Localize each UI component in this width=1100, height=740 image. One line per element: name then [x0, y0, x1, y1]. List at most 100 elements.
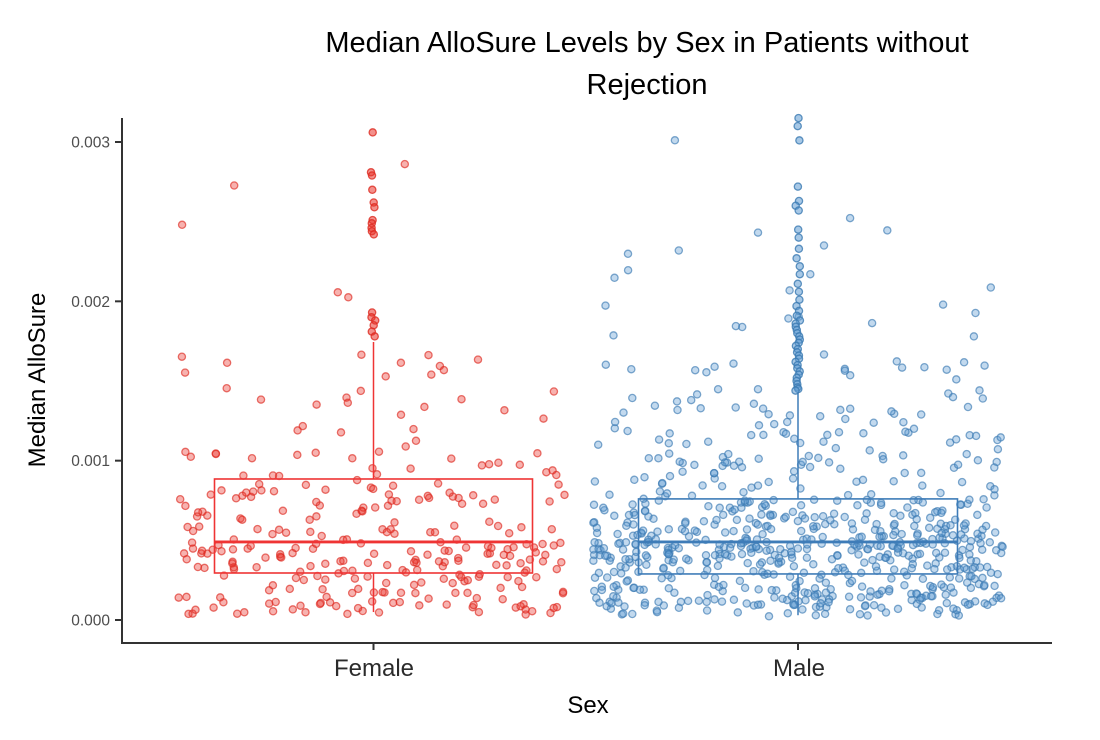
data-point [990, 491, 999, 500]
data-point [424, 594, 433, 603]
data-point [331, 601, 341, 611]
data-point [321, 575, 330, 584]
data-point [253, 524, 262, 534]
data-point [193, 508, 203, 517]
data-point [968, 564, 977, 574]
data-point [710, 595, 719, 604]
data-point [638, 526, 648, 535]
data-point [893, 544, 902, 553]
data-point [672, 397, 682, 406]
data-point [749, 399, 759, 409]
data-point [920, 362, 929, 372]
data-point [923, 561, 932, 570]
data-point [754, 421, 764, 430]
data-point [690, 526, 700, 535]
data-point [904, 551, 913, 560]
data-point [869, 600, 879, 610]
data-point [836, 464, 845, 473]
data-point [845, 404, 855, 413]
data-point [742, 525, 752, 534]
data-point [740, 496, 750, 505]
data-point [430, 528, 440, 537]
data-point [664, 439, 674, 448]
data-point [622, 577, 631, 586]
data-point [982, 503, 991, 512]
data-point [788, 474, 798, 483]
data-point [887, 407, 896, 416]
data-point [841, 414, 850, 424]
data-point [268, 581, 278, 590]
data-point [991, 546, 1001, 555]
data-point [990, 463, 999, 472]
data-point [439, 365, 449, 375]
data-point [370, 503, 380, 512]
chart-title: Median AlloSure Levels by Sex in Patient… [212, 22, 1082, 106]
data-point [254, 479, 264, 489]
data-point [897, 363, 907, 372]
data-point [829, 509, 839, 518]
data-point [674, 543, 684, 553]
data-point [931, 548, 941, 558]
data-point [558, 587, 568, 597]
outlier-point [794, 113, 803, 123]
data-point [396, 358, 406, 368]
data-point [845, 605, 855, 614]
data-point [306, 561, 315, 571]
data-point [502, 561, 511, 570]
data-point [889, 565, 899, 574]
data-point [554, 480, 563, 489]
data-point [654, 496, 664, 505]
data-point [760, 499, 769, 509]
data-point [445, 488, 454, 498]
data-point [206, 490, 216, 499]
data-point [539, 414, 548, 423]
data-point [737, 549, 747, 559]
outlier-point [793, 225, 803, 234]
data-point [789, 467, 799, 476]
data-point [866, 587, 875, 596]
data-point [628, 609, 637, 619]
data-point [619, 408, 628, 417]
data-point [301, 608, 310, 617]
data-point [918, 498, 928, 507]
data-point [783, 609, 793, 618]
data-point [809, 560, 818, 569]
data-point [673, 405, 682, 415]
data-point [610, 273, 619, 283]
data-point [805, 462, 815, 472]
data-point [469, 600, 478, 610]
data-point [388, 598, 398, 608]
data-point [599, 503, 608, 513]
data-point [423, 550, 432, 559]
data-point [463, 588, 472, 598]
outlier-point [795, 136, 804, 145]
data-point [876, 526, 885, 536]
data-point [910, 521, 919, 531]
data-point [821, 578, 831, 587]
data-point [818, 511, 828, 521]
data-point [876, 498, 886, 508]
data-point [873, 590, 882, 600]
data-point [274, 525, 284, 535]
y-tick-label: 0.002 [71, 294, 110, 311]
data-point [592, 523, 602, 533]
data-point [930, 564, 939, 574]
data-point [655, 487, 665, 496]
data-point [447, 454, 456, 463]
data-point [560, 490, 569, 500]
data-point [892, 357, 902, 366]
data-point [860, 558, 869, 567]
data-point [889, 530, 898, 540]
data-point [396, 588, 406, 598]
data-point [670, 588, 679, 597]
data-point [552, 564, 562, 574]
data-point [719, 580, 728, 590]
data-point [621, 563, 630, 572]
data-point [439, 574, 449, 584]
data-point [789, 600, 799, 610]
outlier-point [369, 230, 379, 239]
data-point [609, 592, 618, 601]
data-point [177, 220, 187, 230]
data-point [855, 609, 865, 619]
